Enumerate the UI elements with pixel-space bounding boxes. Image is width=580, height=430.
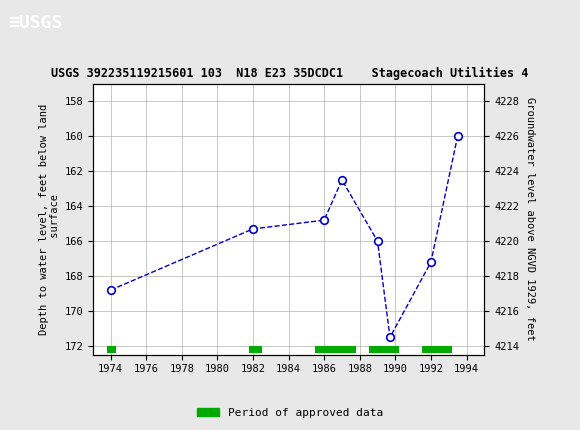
- Y-axis label: Groundwater level above NGVD 1929, feet: Groundwater level above NGVD 1929, feet: [524, 98, 535, 341]
- Bar: [369, 347, 399, 353]
- Bar: [249, 347, 262, 353]
- Text: USGS 392235119215601 103  N18 E23 35DCDC1    Stagecoach Utilities 4: USGS 392235119215601 103 N18 E23 35DCDC1…: [51, 67, 529, 80]
- Legend: Period of approved data: Period of approved data: [193, 403, 387, 422]
- Bar: [316, 347, 356, 353]
- Bar: [422, 347, 452, 353]
- Y-axis label: Depth to water level, feet below land
 surface: Depth to water level, feet below land su…: [38, 104, 60, 335]
- Bar: [107, 347, 116, 353]
- Text: ≡USGS: ≡USGS: [9, 14, 63, 31]
